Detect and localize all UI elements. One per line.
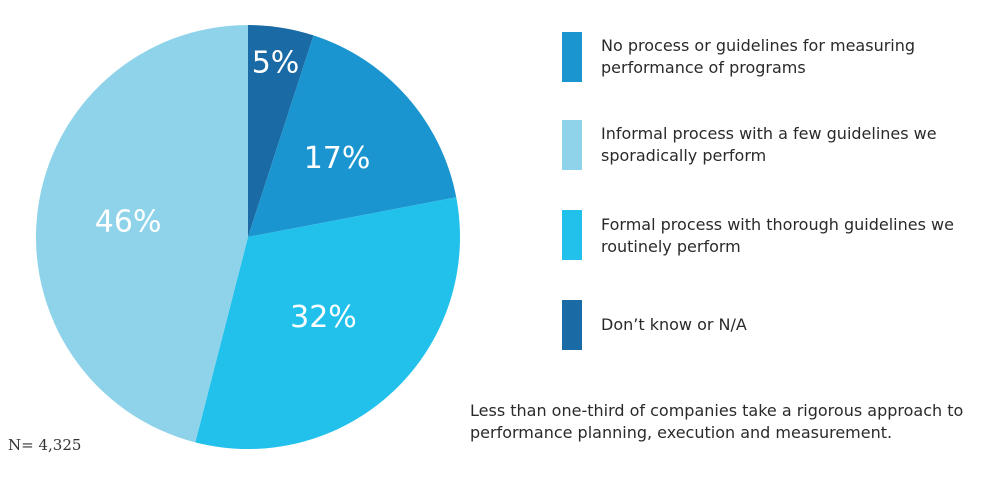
legend-swatch (562, 300, 582, 350)
legend-label: Formal process with thorough guidelines … (601, 215, 954, 256)
pie-slice (248, 25, 314, 237)
pie-slice (248, 35, 457, 237)
slice-value-label: 32% (290, 300, 357, 335)
legend-label: Informal process with a few guidelines w… (601, 124, 937, 165)
legend-swatch (562, 120, 582, 170)
legend-swatch (562, 32, 582, 82)
pie-slice (195, 197, 460, 449)
legend-item-no-process: No process or guidelines for measuring p… (562, 32, 982, 82)
slice-value-label: 5% (252, 46, 300, 81)
legend-item-formal-process: Formal process with thorough guidelines … (562, 210, 982, 260)
chart-note: Less than one-third of companies take a … (470, 401, 964, 442)
pie-chart: 5% 17% 32% 46% (35, 24, 460, 449)
legend-item-informal-process: Informal process with a few guidelines w… (562, 120, 982, 170)
slice-value-label: 46% (95, 204, 162, 239)
sample-size-label: N= 4,325 (8, 436, 82, 454)
pie-slice (35, 24, 248, 443)
legend-label: No process or guidelines for measuring p… (601, 36, 916, 77)
legend-item-dont-know: Don’t know or N/A (562, 300, 982, 350)
legend-label: Don’t know or N/A (601, 315, 747, 334)
slice-value-label: 17% (304, 141, 371, 176)
legend-swatch (562, 210, 582, 260)
